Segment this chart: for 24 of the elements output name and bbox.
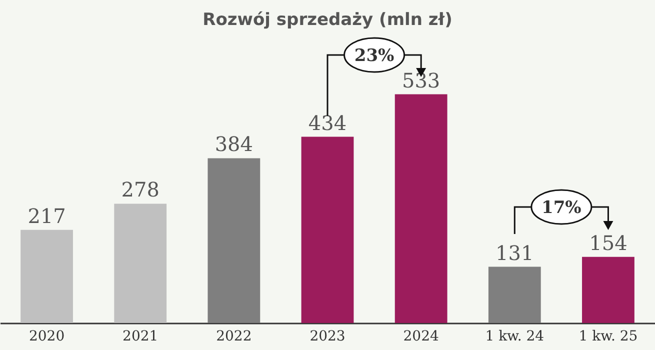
x-tick-label: 2021 <box>122 328 158 344</box>
x-tick-label: 2023 <box>310 328 346 344</box>
x-tick-label: 2024 <box>403 328 439 344</box>
data-label: 434 <box>308 110 347 135</box>
bar <box>20 230 73 323</box>
x-tick-label: 2020 <box>28 328 65 344</box>
data-label: 533 <box>402 68 440 92</box>
x-tick-label: 1 kw. 25 <box>578 328 638 344</box>
annotation: 17% <box>542 198 582 218</box>
data-label: 217 <box>28 204 66 228</box>
data-label: 278 <box>121 178 160 202</box>
data-label: 154 <box>589 230 628 255</box>
x-tick-label: 2022 <box>216 328 252 344</box>
chart-title: Rozwój sprzedaży (mln zł) <box>202 10 452 30</box>
bar <box>208 158 260 323</box>
bar <box>114 204 167 323</box>
data-label: 131 <box>496 240 534 265</box>
bar <box>582 256 634 323</box>
bar <box>488 266 541 323</box>
x-tick-label: 1 kw. 24 <box>485 328 544 344</box>
bar <box>394 94 448 323</box>
text: 23% <box>354 46 394 66</box>
data-label: 384 <box>214 132 254 156</box>
bar <box>301 136 354 323</box>
